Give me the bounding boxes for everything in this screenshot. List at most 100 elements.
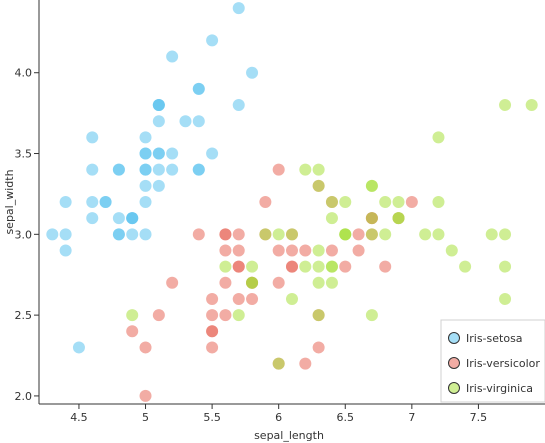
y-ticks: 2.0 2.5 3.0 3.5 4.0: [15, 67, 39, 403]
data-point-iris-setosa: [59, 244, 72, 257]
data-point-iris-versicolor: [219, 244, 232, 257]
data-point-iris-virginica: [299, 163, 312, 176]
data-point-iris-virginica: [432, 228, 445, 241]
data-point-iris-versicolor: [219, 276, 232, 289]
data-point-iris-versicolor: [232, 244, 245, 257]
data-point-iris-setosa: [179, 115, 192, 128]
data-point-iris-setosa: [72, 341, 85, 354]
data-point-iris-setosa: [192, 82, 205, 95]
y-tick-label: 3.0: [15, 228, 33, 241]
data-point-iris-virginica: [312, 309, 325, 322]
data-point-iris-setosa: [139, 147, 152, 160]
data-point-iris-versicolor: [325, 244, 338, 257]
data-point-iris-versicolor: [219, 309, 232, 322]
data-point-iris-setosa: [112, 212, 125, 225]
data-point-iris-versicolor: [299, 357, 312, 370]
data-point-iris-setosa: [166, 147, 179, 160]
data-point-iris-setosa: [139, 179, 152, 192]
y-axis-title: sepal_width: [3, 169, 16, 234]
data-point-iris-setosa: [192, 163, 205, 176]
x-tick-label: 6: [275, 411, 282, 424]
data-point-iris-virginica: [379, 228, 392, 241]
data-point-iris-versicolor: [352, 244, 365, 257]
data-point-iris-virginica: [325, 260, 338, 273]
data-point-iris-setosa: [139, 131, 152, 144]
data-point-iris-virginica: [312, 179, 325, 192]
data-point-iris-setosa: [139, 163, 152, 176]
x-tick-label: 6.5: [337, 411, 355, 424]
x-axis-title: sepal_length: [254, 429, 324, 442]
data-point-iris-virginica: [259, 228, 272, 241]
y-tick-label: 2.5: [15, 309, 33, 322]
data-point-iris-virginica: [246, 260, 259, 273]
data-point-iris-setosa: [206, 147, 219, 160]
data-point-iris-versicolor: [206, 309, 219, 322]
data-point-iris-virginica: [459, 260, 472, 273]
data-point-iris-setosa: [139, 196, 152, 208]
data-point-iris-versicolor: [232, 260, 245, 273]
data-point-iris-virginica: [272, 357, 285, 370]
data-point-iris-setosa: [246, 66, 259, 79]
data-point-iris-setosa: [166, 50, 179, 63]
data-point-iris-setosa: [232, 2, 245, 15]
data-point-iris-setosa: [112, 228, 125, 241]
legend: Iris-setosa Iris-versicolor Iris-virginica: [440, 319, 545, 403]
data-point-iris-virginica: [325, 196, 338, 208]
data-point-iris-setosa: [152, 163, 165, 176]
data-point-iris-versicolor: [152, 309, 165, 322]
data-point-iris-versicolor: [246, 292, 259, 305]
data-point-iris-virginica: [312, 163, 325, 176]
data-point-iris-virginica: [286, 228, 298, 241]
data-point-iris-virginica: [312, 276, 325, 289]
data-point-iris-setosa: [59, 228, 72, 241]
data-point-iris-virginica: [325, 212, 338, 225]
data-point-iris-versicolor: [272, 163, 285, 176]
data-point-iris-virginica: [272, 228, 285, 241]
data-point-iris-setosa: [46, 228, 59, 241]
data-point-iris-virginica: [299, 260, 312, 273]
data-point-iris-virginica: [219, 260, 232, 273]
data-point-iris-versicolor: [272, 276, 285, 289]
y-tick-label: 4.0: [15, 67, 33, 80]
data-point-iris-virginica: [379, 196, 392, 208]
data-point-iris-setosa: [152, 179, 165, 192]
data-point-iris-setosa: [86, 163, 99, 176]
data-point-iris-versicolor: [206, 325, 219, 338]
data-point-iris-virginica: [432, 131, 445, 144]
data-point-iris-versicolor: [272, 244, 285, 257]
data-point-iris-virginica: [312, 260, 325, 273]
data-point-iris-setosa: [86, 131, 99, 144]
x-ticks: 4.5 5 5.5 6 6.5 7 7.5: [70, 404, 487, 424]
data-point-iris-virginica: [499, 292, 512, 305]
data-point-iris-versicolor: [286, 260, 298, 273]
data-point-iris-setosa: [139, 228, 152, 241]
data-point-iris-virginica: [246, 276, 259, 289]
data-point-iris-versicolor: [139, 341, 152, 354]
legend-label: Iris-versicolor: [466, 357, 540, 370]
data-point-iris-virginica: [499, 228, 512, 241]
data-point-iris-versicolor: [206, 341, 219, 354]
data-point-iris-virginica: [365, 228, 378, 241]
data-point-iris-virginica: [365, 212, 378, 225]
data-point-iris-setosa: [206, 34, 219, 47]
data-point-iris-virginica: [325, 276, 338, 289]
x-tick-label: 4.5: [70, 411, 88, 424]
data-point-iris-setosa: [86, 196, 99, 208]
x-tick-label: 5: [142, 411, 149, 424]
data-point-iris-versicolor: [139, 389, 152, 402]
data-point-iris-virginica: [392, 196, 405, 208]
x-tick-label: 7.5: [470, 411, 488, 424]
data-point-iris-virginica: [499, 99, 512, 112]
legend-label: Iris-setosa: [466, 332, 523, 345]
data-point-iris-virginica: [339, 228, 352, 241]
legend-label: Iris-virginica: [466, 382, 533, 395]
data-point-iris-virginica: [365, 309, 378, 322]
data-point-iris-setosa: [152, 115, 165, 128]
data-point-iris-setosa: [152, 99, 165, 112]
data-point-iris-virginica: [286, 292, 298, 305]
y-tick-label: 3.5: [15, 148, 33, 161]
legend-marker: [448, 357, 460, 369]
data-point-iris-virginica: [365, 179, 378, 192]
data-point-iris-setosa: [86, 212, 99, 225]
